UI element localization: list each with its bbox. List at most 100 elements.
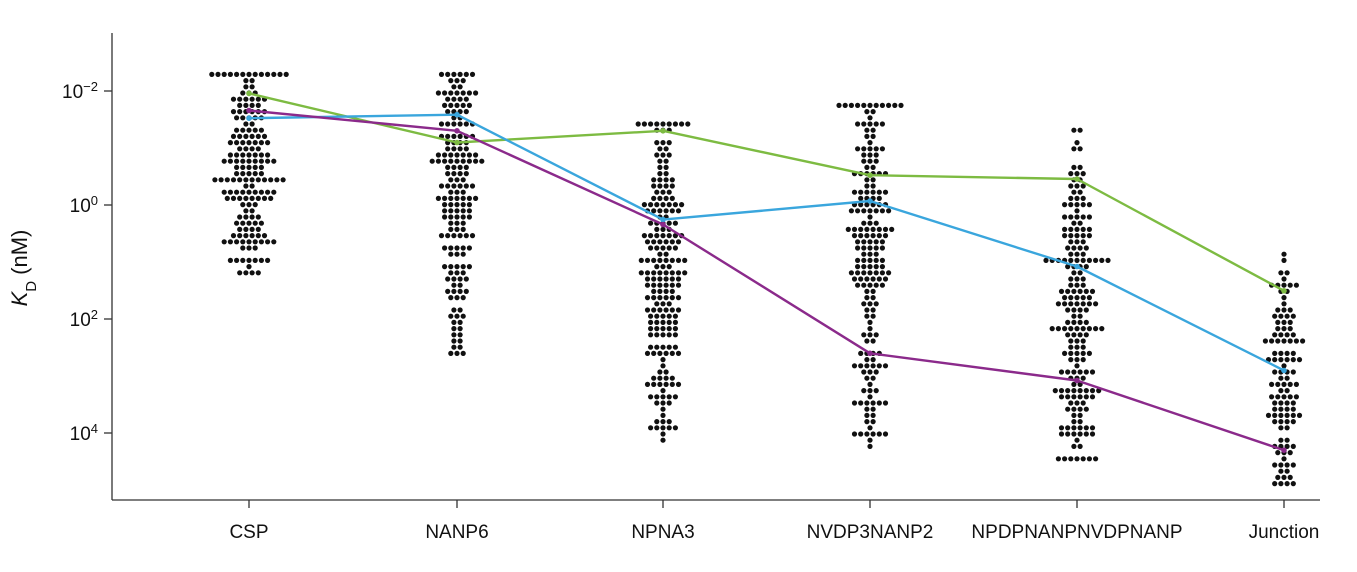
data-point bbox=[870, 226, 876, 232]
data-point bbox=[858, 226, 864, 232]
data-point bbox=[864, 202, 870, 208]
data-point bbox=[1071, 319, 1077, 325]
data-point bbox=[457, 71, 463, 77]
data-point bbox=[663, 171, 669, 177]
data-point bbox=[246, 245, 252, 251]
data-point bbox=[1080, 171, 1086, 177]
data-point bbox=[657, 251, 663, 257]
data-point bbox=[451, 332, 457, 338]
data-point bbox=[1290, 350, 1296, 356]
data-point bbox=[675, 208, 682, 214]
data-point bbox=[1071, 419, 1077, 425]
data-point bbox=[864, 189, 870, 195]
data-point bbox=[1062, 350, 1068, 356]
data-point bbox=[1071, 431, 1077, 437]
data-point bbox=[1080, 400, 1086, 406]
data-point bbox=[870, 276, 876, 282]
data-point bbox=[445, 171, 451, 177]
data-point bbox=[240, 220, 246, 226]
data-point bbox=[867, 214, 873, 220]
data-point bbox=[1083, 394, 1089, 400]
data-point bbox=[1074, 437, 1080, 443]
data-point bbox=[1068, 357, 1074, 363]
data-point bbox=[654, 344, 660, 350]
data-point bbox=[460, 195, 466, 201]
data-point bbox=[666, 121, 672, 127]
data-point bbox=[672, 394, 679, 400]
data-point bbox=[1077, 127, 1083, 133]
data-point bbox=[1281, 307, 1287, 313]
data-point bbox=[1077, 425, 1083, 431]
data-point bbox=[243, 214, 249, 220]
data-point bbox=[657, 288, 663, 294]
data-point bbox=[1065, 245, 1071, 251]
data-point bbox=[1074, 326, 1080, 332]
data-point bbox=[442, 102, 448, 108]
data-point bbox=[243, 121, 249, 127]
y-tick-label: 102 bbox=[70, 307, 98, 332]
data-point bbox=[463, 146, 469, 152]
data-point bbox=[654, 394, 660, 400]
data-point bbox=[651, 276, 657, 282]
data-point bbox=[1071, 313, 1077, 319]
data-point bbox=[1074, 363, 1080, 369]
data-point bbox=[469, 233, 476, 239]
data-point bbox=[1074, 214, 1080, 220]
data-point bbox=[864, 133, 870, 139]
data-point bbox=[261, 177, 268, 183]
data-point bbox=[882, 276, 889, 282]
data-point bbox=[666, 140, 672, 146]
data-point bbox=[1071, 220, 1077, 226]
data-point bbox=[209, 71, 215, 77]
data-point bbox=[255, 226, 261, 232]
data-point bbox=[660, 425, 666, 431]
x-tick-label: Junction bbox=[1249, 522, 1320, 543]
data-point bbox=[666, 332, 672, 338]
data-point bbox=[675, 257, 682, 263]
data-point bbox=[1058, 394, 1065, 400]
series-marker-blue bbox=[454, 111, 460, 118]
data-point bbox=[252, 152, 258, 158]
data-point bbox=[243, 102, 249, 108]
data-point bbox=[454, 208, 460, 214]
data-point bbox=[1281, 456, 1287, 462]
data-point bbox=[1068, 171, 1074, 177]
data-point bbox=[460, 158, 466, 164]
data-point bbox=[451, 133, 457, 139]
data-point bbox=[873, 152, 879, 158]
data-point bbox=[644, 270, 651, 276]
data-point bbox=[1077, 419, 1083, 425]
data-point bbox=[243, 177, 249, 183]
data-point bbox=[448, 102, 454, 108]
data-point bbox=[268, 177, 274, 183]
data-point bbox=[1077, 245, 1083, 251]
data-point bbox=[654, 332, 660, 338]
data-point bbox=[1278, 332, 1284, 338]
data-point bbox=[879, 208, 886, 214]
data-point bbox=[867, 437, 873, 443]
data-point bbox=[1083, 425, 1089, 431]
data-point bbox=[861, 245, 867, 251]
data-point bbox=[237, 109, 243, 115]
data-point bbox=[648, 233, 654, 239]
data-point bbox=[457, 276, 463, 282]
data-point bbox=[867, 208, 873, 214]
data-point bbox=[1077, 270, 1083, 276]
data-point bbox=[1074, 344, 1080, 350]
data-point bbox=[873, 264, 879, 270]
data-point bbox=[660, 245, 666, 251]
data-point bbox=[654, 264, 660, 270]
data-point bbox=[660, 264, 666, 270]
data-point bbox=[651, 177, 657, 183]
data-point bbox=[663, 381, 669, 387]
data-point bbox=[240, 171, 246, 177]
data-point bbox=[1058, 425, 1065, 431]
data-point bbox=[265, 158, 271, 164]
data-point bbox=[454, 189, 460, 195]
data-point bbox=[1077, 307, 1083, 313]
data-point bbox=[255, 146, 261, 152]
data-point bbox=[230, 133, 237, 139]
data-point bbox=[1074, 171, 1080, 177]
data-point bbox=[867, 220, 873, 226]
data-point bbox=[663, 307, 669, 313]
